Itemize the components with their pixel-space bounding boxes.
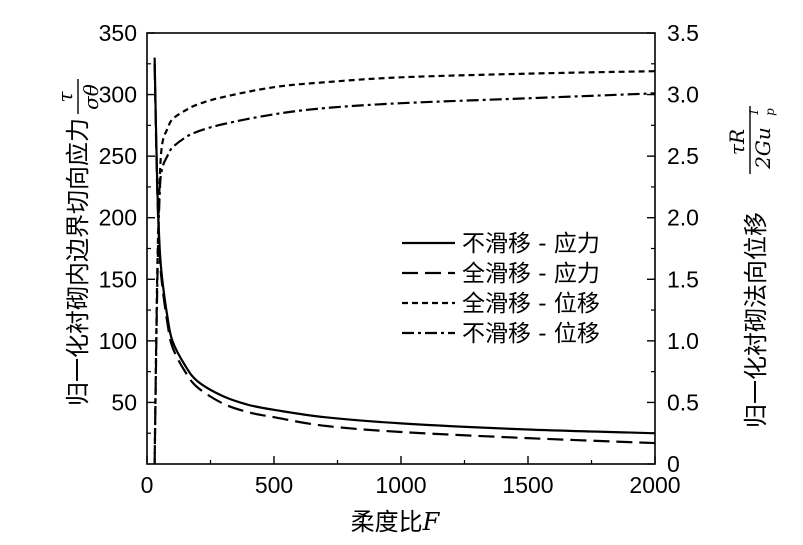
y-right-tick-label: 2.5: [667, 143, 699, 169]
x-tick-label: 0: [141, 472, 154, 498]
y-right-tick-label: 2.0: [667, 205, 699, 231]
y-axis-right-fraction-den: 2Gu: [751, 127, 775, 170]
series-layer: [153, 57, 656, 465]
y-left-tick-label: 100: [99, 328, 137, 354]
y-left-tick-label: 200: [99, 205, 137, 231]
y-axis-label-left-text: 归一化衬砌内边界切向应力: [64, 118, 92, 406]
y-left-tick-label: 50: [111, 389, 137, 415]
y-axis-right-fraction-den-sup: 1: [747, 108, 761, 116]
y-left-tick-label: 250: [99, 143, 137, 169]
y-axis-label-right-text: 归一化衬砌法向位移: [742, 212, 770, 428]
y-left-tick-label: 350: [99, 20, 137, 46]
x-tick-label: 1000: [375, 472, 426, 498]
legend-label-3: 全滑移 - 位移: [462, 291, 600, 317]
y-right-tick-label: 3.5: [667, 20, 699, 46]
y-right-tick-label: 1.5: [667, 266, 699, 292]
y-axis-right-fraction-den-sub: p: [763, 108, 777, 116]
x-axis-label: 柔度比F: [351, 508, 441, 536]
y-axis-left-fraction-den: σθ: [79, 84, 103, 110]
legend-label-4: 不滑移 - 位移: [462, 321, 600, 347]
x-tick-label: 2000: [629, 472, 680, 498]
legend-label-1: 不滑移 - 应力: [462, 231, 600, 257]
x-tick-label: 1500: [502, 472, 553, 498]
y-right-tick-label: 3.0: [667, 82, 699, 108]
x-tick-label: 500: [255, 472, 293, 498]
y-right-tick-label: 1.0: [667, 328, 699, 354]
series-line-2: [153, 63, 656, 445]
y-axis-label-left: 归一化衬砌内边界切向应力 τ σθ: [53, 79, 103, 406]
y-right-tick-label: 0.5: [667, 389, 699, 415]
legend-label-2: 全滑移 - 应力: [462, 261, 600, 287]
y-right-tick-label: 0: [667, 451, 680, 477]
axis-ticks: 0 500 1000 1500 2000 50 100 150 200 250 300 350 0 0.5…: [99, 20, 699, 498]
y-axis-right-fraction-num: τR: [725, 129, 749, 155]
y-left-tick-label: 300: [99, 82, 137, 108]
series-line-4: [153, 92, 656, 465]
y-axis-left-fraction-num: τ: [53, 91, 77, 103]
y-left-tick-label: 150: [99, 266, 137, 292]
y-axis-label-right: 归一化衬砌法向位移 τR 2Gu 1 p: [725, 106, 777, 428]
